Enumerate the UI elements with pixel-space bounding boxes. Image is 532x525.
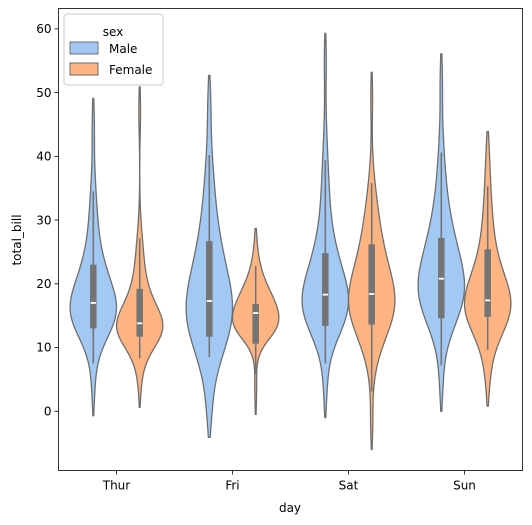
y-tick-label-40: 40: [36, 150, 51, 164]
plot-frame: [58, 8, 523, 471]
x-tick-label-sun: Sun: [453, 479, 476, 493]
iqr-box-male-fri: [206, 241, 213, 337]
legend-label-female: Female: [109, 63, 152, 77]
axes: 0 10 20 30 40 50 60 Thur Fri Sat Sun: [36, 22, 476, 492]
iqr-box-male-sat: [322, 253, 329, 326]
iqr-box-female-thur: [136, 288, 143, 337]
iqr-box-female-sun: [484, 249, 491, 317]
y-tick-label-0: 0: [44, 404, 52, 418]
iqr-box-female-sat: [368, 244, 375, 325]
y-tick-label-20: 20: [36, 277, 51, 291]
y-tick-label-50: 50: [36, 86, 51, 100]
x-tick-label-thur: Thur: [102, 479, 131, 493]
y-tick-label-10: 10: [36, 341, 51, 355]
legend-swatch-male: [69, 41, 99, 55]
x-tick-label-fri: Fri: [225, 479, 239, 493]
legend-title: sex: [103, 25, 124, 39]
legend: sex Male Female: [63, 13, 164, 86]
y-axis-label: total_bill: [10, 214, 24, 265]
legend-swatch-female: [69, 62, 99, 76]
legend-label-male: Male: [109, 42, 137, 56]
y-tick-label-60: 60: [36, 22, 51, 36]
x-axis-label: day: [279, 501, 301, 515]
y-tick-label-30: 30: [36, 213, 51, 227]
plot-area: [69, 32, 512, 451]
x-tick-label-sat: Sat: [339, 479, 359, 493]
iqr-box-female-fri: [252, 304, 259, 344]
iqr-box-male-thur: [90, 264, 97, 329]
